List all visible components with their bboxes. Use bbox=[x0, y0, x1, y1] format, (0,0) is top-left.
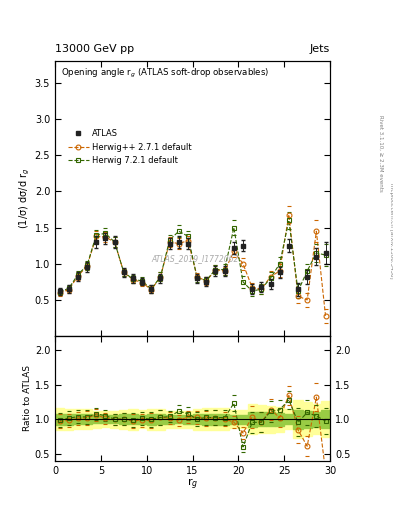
Bar bbox=[211, 414, 220, 424]
Bar bbox=[202, 408, 211, 430]
Bar bbox=[64, 414, 73, 424]
Bar bbox=[165, 411, 174, 428]
Bar bbox=[211, 409, 220, 430]
Text: Rivet 3.1.10, ≥ 2.3M events: Rivet 3.1.10, ≥ 2.3M events bbox=[379, 115, 384, 192]
Bar bbox=[321, 410, 330, 428]
Text: Jets: Jets bbox=[310, 44, 330, 54]
Bar bbox=[92, 411, 101, 428]
Bar bbox=[138, 415, 147, 424]
Text: ATLAS_2019_I1772062: ATLAS_2019_I1772062 bbox=[151, 254, 239, 264]
Bar bbox=[184, 411, 193, 428]
Bar bbox=[284, 414, 294, 424]
Bar bbox=[257, 405, 266, 434]
Bar bbox=[83, 414, 92, 424]
Bar bbox=[303, 402, 312, 436]
Bar bbox=[257, 412, 266, 426]
Bar bbox=[174, 415, 184, 423]
Text: 13000 GeV pp: 13000 GeV pp bbox=[55, 44, 134, 54]
Bar bbox=[119, 415, 129, 424]
Bar bbox=[174, 411, 184, 428]
Bar bbox=[73, 414, 83, 424]
Bar bbox=[321, 401, 330, 437]
Bar bbox=[294, 400, 303, 438]
Bar bbox=[275, 407, 284, 432]
Bar bbox=[184, 415, 193, 423]
Bar bbox=[193, 409, 202, 430]
Y-axis label: (1/σ) dσ/d r$_g$: (1/σ) dσ/d r$_g$ bbox=[17, 168, 32, 229]
Bar bbox=[248, 412, 257, 426]
Bar bbox=[266, 413, 275, 426]
Bar bbox=[138, 410, 147, 429]
Y-axis label: Ratio to ATLAS: Ratio to ATLAS bbox=[23, 366, 32, 432]
Bar bbox=[229, 415, 239, 424]
Bar bbox=[248, 404, 257, 434]
Bar bbox=[101, 411, 110, 428]
Bar bbox=[55, 414, 64, 425]
Bar bbox=[73, 409, 83, 430]
Text: mcplots.cern.ch [arXiv:1306.3436]: mcplots.cern.ch [arXiv:1306.3436] bbox=[389, 183, 393, 278]
Bar bbox=[303, 411, 312, 428]
Bar bbox=[55, 408, 64, 431]
Bar bbox=[294, 410, 303, 429]
Bar bbox=[110, 411, 119, 428]
Bar bbox=[193, 414, 202, 424]
Bar bbox=[275, 413, 284, 425]
Bar bbox=[312, 404, 321, 434]
Bar bbox=[147, 414, 156, 424]
Bar bbox=[156, 409, 165, 430]
Bar bbox=[64, 409, 73, 430]
Bar bbox=[119, 410, 129, 429]
Bar bbox=[312, 412, 321, 427]
Bar bbox=[239, 415, 248, 423]
Bar bbox=[202, 414, 211, 425]
Bar bbox=[83, 409, 92, 430]
Bar bbox=[129, 409, 138, 430]
Bar bbox=[165, 415, 174, 423]
X-axis label: r$_g$: r$_g$ bbox=[187, 477, 198, 493]
Legend: ATLAS, Herwig++ 2.7.1 default, Herwig 7.2.1 default: ATLAS, Herwig++ 2.7.1 default, Herwig 7.… bbox=[65, 126, 195, 168]
Bar bbox=[129, 414, 138, 424]
Bar bbox=[147, 409, 156, 430]
Bar bbox=[220, 409, 229, 430]
Bar bbox=[110, 415, 119, 423]
Bar bbox=[284, 409, 294, 429]
Bar bbox=[156, 414, 165, 424]
Bar bbox=[229, 410, 239, 429]
Bar bbox=[92, 415, 101, 423]
Bar bbox=[101, 415, 110, 423]
Bar bbox=[239, 410, 248, 428]
Bar bbox=[220, 414, 229, 424]
Text: Opening angle r$_g$ (ATLAS soft-drop observables): Opening angle r$_g$ (ATLAS soft-drop obs… bbox=[61, 67, 269, 80]
Bar bbox=[266, 406, 275, 433]
